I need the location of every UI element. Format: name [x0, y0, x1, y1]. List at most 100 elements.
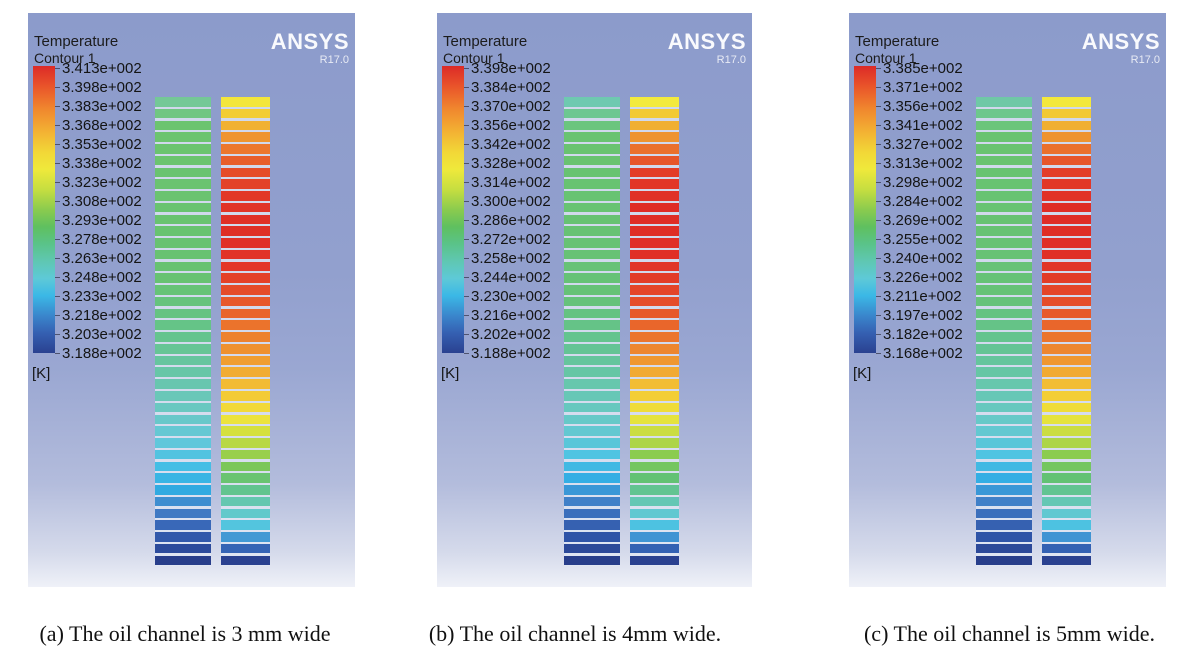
fin-bar: [155, 226, 211, 236]
legend-tick-mark: [876, 144, 881, 145]
fin-bar: [630, 532, 679, 542]
fin-bar: [630, 438, 679, 448]
fin-bar: [155, 508, 211, 519]
fin-bar: [155, 132, 211, 142]
legend-tick-mark: [876, 68, 881, 69]
legend-title: Temperature: [34, 33, 119, 50]
fin-bar: [630, 273, 679, 283]
fin-bar: [1042, 449, 1091, 460]
legend-tick-mark: [876, 296, 881, 297]
fin-bar: [630, 97, 679, 107]
fin-bar: [221, 414, 270, 425]
fin-bar: [564, 485, 620, 495]
legend-value: 3.226e+002: [883, 269, 963, 286]
fin-bar: [630, 355, 679, 366]
fin-bar: [1042, 555, 1091, 566]
fin-bar: [564, 343, 620, 354]
fin-bar: [155, 414, 211, 425]
legend-value: 3.313e+002: [883, 155, 963, 172]
legend-tick-mark: [55, 239, 60, 240]
fin-bar: [1042, 226, 1091, 236]
legend-value: 3.258e+002: [471, 250, 551, 267]
legend-value: 3.353e+002: [62, 136, 142, 153]
fin-bar: [155, 285, 211, 295]
fin-bar: [155, 543, 211, 554]
legend-tick-mark: [876, 106, 881, 107]
fin-bar: [1042, 532, 1091, 542]
fin-bar: [630, 332, 679, 342]
fin-bar: [976, 226, 1032, 236]
ansys-logo: ANSYS R17.0: [668, 31, 746, 67]
fin-bar: [630, 426, 679, 436]
fin-bar: [564, 167, 620, 178]
fin-bar: [630, 167, 679, 178]
fin-bar: [1042, 261, 1091, 272]
unit-label: [K]: [853, 365, 872, 382]
fin-bar: [221, 97, 270, 107]
legend-tick-mark: [55, 296, 60, 297]
fin-bar: [1042, 273, 1091, 283]
legend-value: 3.338e+002: [62, 155, 142, 172]
ansys-version-text: R17.0: [319, 54, 349, 66]
fin-bar: [564, 155, 620, 166]
temperature-colorbar: [854, 66, 876, 353]
legend-value: 3.384e+002: [471, 79, 551, 96]
fin-bar: [976, 473, 1032, 483]
legend-tick-mark: [876, 163, 881, 164]
fin-bar: [976, 214, 1032, 225]
fin-bar: [976, 391, 1032, 401]
fin-bar: [1042, 202, 1091, 213]
fin-bar: [155, 520, 211, 530]
fin-bar: [630, 202, 679, 213]
fin-bar: [155, 155, 211, 166]
legend-tick-mark: [464, 296, 469, 297]
legend-value: 3.314e+002: [471, 174, 551, 191]
fin-bar: [630, 214, 679, 225]
fin-bar: [976, 261, 1032, 272]
fin-bar: [630, 543, 679, 554]
legend-subtitle: Contour 1: [34, 50, 96, 66]
fin-bar: [976, 167, 1032, 178]
legend-value: 3.328e+002: [471, 155, 551, 172]
fin-bar: [221, 261, 270, 272]
fin-bar: [564, 367, 620, 378]
fin-bar: [221, 226, 270, 236]
fin-bar: [976, 179, 1032, 189]
legend-tick-mark: [55, 163, 60, 164]
fin-bar: [221, 308, 270, 319]
temperature-colorbar: [33, 66, 55, 353]
legend-value: 3.413e+002: [62, 60, 142, 77]
fin-bar: [976, 108, 1032, 119]
legend-tick-mark: [876, 315, 881, 316]
fin-bar: [221, 108, 270, 119]
fin-bar: [221, 355, 270, 366]
fin-bar: [976, 296, 1032, 307]
fin-bar: [1042, 308, 1091, 319]
fin-bar: [155, 249, 211, 260]
fin-bar: [564, 555, 620, 566]
legend-value: 3.248e+002: [62, 269, 142, 286]
legend-value: 3.197e+002: [883, 307, 963, 324]
fin-bar: [630, 261, 679, 272]
fin-bar: [155, 191, 211, 201]
fin-bar: [564, 120, 620, 131]
legend-tick-mark: [876, 125, 881, 126]
legend-value: 3.233e+002: [62, 288, 142, 305]
fin-bar: [221, 179, 270, 189]
legend-value: 3.323e+002: [62, 174, 142, 191]
fin-bar: [564, 438, 620, 448]
fin-bar: [155, 144, 211, 154]
legend-value: 3.269e+002: [883, 212, 963, 229]
legend-value: 3.168e+002: [883, 345, 963, 362]
legend-tick-mark: [464, 334, 469, 335]
fin-bar: [1042, 461, 1091, 472]
fin-bar: [221, 508, 270, 519]
legend-value: 3.216e+002: [471, 307, 551, 324]
fin-bar: [630, 473, 679, 483]
legend-tick-mark: [55, 87, 60, 88]
legend-value: 3.383e+002: [62, 98, 142, 115]
legend-value: 3.385e+002: [883, 60, 963, 77]
fin-bar: [155, 379, 211, 389]
fin-bar: [1042, 543, 1091, 554]
